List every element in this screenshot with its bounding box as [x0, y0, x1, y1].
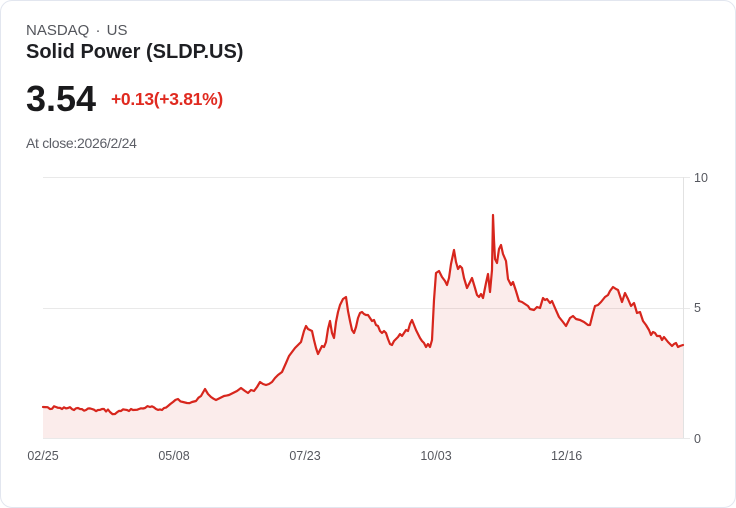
svg-text:10/03: 10/03	[420, 449, 451, 463]
svg-text:05/08: 05/08	[158, 449, 189, 463]
svg-text:12/16: 12/16	[551, 449, 582, 463]
svg-text:0: 0	[694, 432, 701, 446]
svg-text:5: 5	[694, 301, 701, 315]
svg-text:02/25: 02/25	[27, 449, 58, 463]
svg-text:07/23: 07/23	[289, 449, 320, 463]
svg-text:10: 10	[694, 171, 708, 185]
